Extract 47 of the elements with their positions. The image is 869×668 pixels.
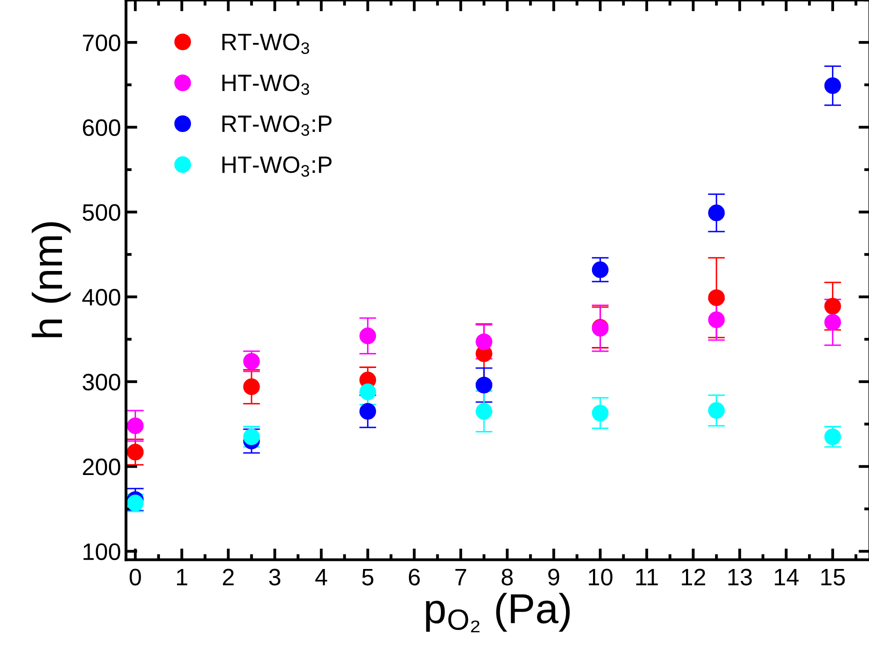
point [708, 311, 725, 328]
x-tick-label: 15 [821, 568, 845, 586]
point [359, 328, 376, 344]
x-tick-label: 11 [636, 568, 658, 586]
point [824, 77, 842, 94]
y-axis-title: h (nm) [32, 222, 71, 338]
point [824, 314, 842, 331]
x-tick-label: 0 [130, 568, 141, 586]
legend-label: RT-WO$_{3}$ [222, 34, 310, 54]
x-tick-label: 5 [362, 568, 374, 586]
legend-label: HT-WO$_{3}$:P [222, 156, 332, 177]
point [824, 298, 842, 315]
point [476, 376, 492, 394]
point [359, 384, 376, 400]
x-tick-label: 13 [728, 568, 752, 586]
y-tick-label: 100 [84, 543, 120, 560]
x-tick-label: 6 [408, 568, 420, 586]
x-tick-label: 14 [774, 568, 799, 586]
point [592, 261, 609, 278]
point [708, 289, 725, 306]
point [126, 444, 144, 460]
y-tick-label: 200 [82, 458, 120, 476]
point [243, 378, 260, 396]
x-axis-title: p$_{O₂}$ (Pa) [426, 592, 570, 632]
point [592, 404, 609, 422]
point [359, 403, 376, 420]
x-tick-label: 1 [177, 568, 188, 586]
legend-label: HT-WO$_{3}$ [222, 74, 310, 95]
x-tick-label: 12 [682, 568, 706, 586]
x-tick-label: 10 [588, 568, 612, 586]
point [476, 403, 492, 420]
y-tick-label: 400 [82, 288, 120, 306]
y-tick-label: 300 [82, 374, 120, 390]
x-tick-label: 7 [455, 568, 466, 586]
y-tick-label: 700 [82, 34, 120, 52]
point [126, 417, 144, 434]
x-tick-label: 3 [269, 568, 280, 586]
x-tick-label: 2 [222, 568, 234, 586]
y-tick-label: 600 [82, 119, 120, 136]
legend-label: RT-WO$_{3}$:P [222, 115, 332, 136]
x-tick-label: 4 [315, 568, 328, 586]
x-tick-label: 8 [502, 568, 513, 586]
y-tick-label: 500 [82, 204, 120, 221]
x-tick-label: 9 [548, 568, 560, 586]
point [476, 333, 492, 350]
point [708, 402, 725, 419]
point [708, 204, 725, 222]
